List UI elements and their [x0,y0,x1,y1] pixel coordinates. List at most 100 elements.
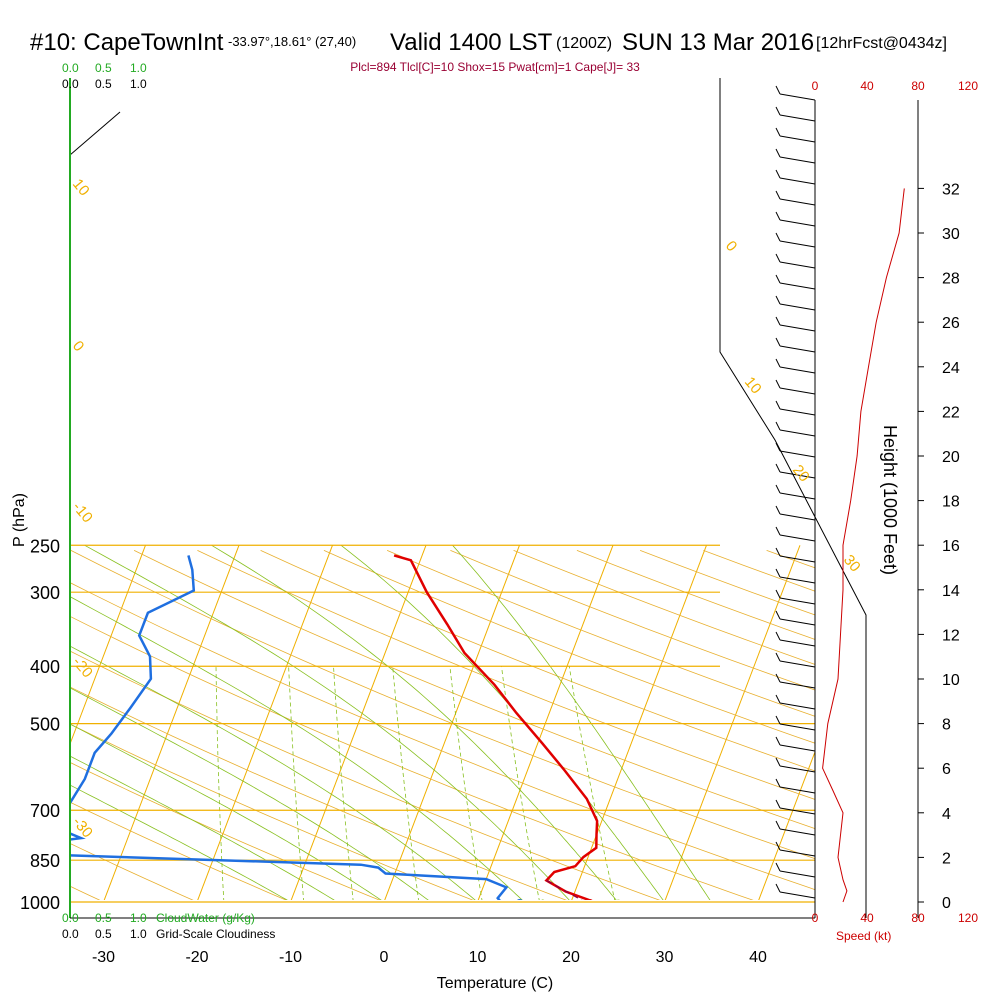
wind-barb [779,366,816,374]
y-axis-label: P (hPa) [11,493,28,547]
dry-adiabat [70,582,815,891]
dry-adiabat [70,761,381,900]
isotherm-line [70,545,146,746]
wind-barb-flag [775,778,781,788]
boundary-line [70,111,121,156]
wind-barb-flag [775,211,781,221]
speed-tick: 120 [958,79,978,93]
mixing-ratio-label: 8 [475,903,492,917]
cloudwater-tick: 0.0 [62,61,79,75]
pressure-tick: 700 [30,801,60,821]
cloudwater-label: CloudWater (g/Kg) [156,911,255,925]
height-tick: 26 [942,315,960,332]
wind-barb [779,555,816,563]
wind-barb [779,513,816,521]
wind-barb-flag [775,799,781,809]
cloudiness-tick: 0.5 [95,927,112,941]
wind-barb [779,156,816,164]
isotherm-label: 10 [69,176,93,200]
x-tick: 40 [749,949,767,966]
pressure-tick-labels: 250 300 400 500 700 850 1000 [20,536,60,913]
wind-barb [779,261,816,269]
wind-barb [779,639,816,647]
x-tick: 20 [562,949,580,966]
cloudwater-tick: 1.0 [130,911,147,925]
moist-adiabat [70,723,382,900]
wind-barb-flag [775,127,781,137]
mixing-ratio-label: 5 [412,903,429,917]
wind-barb [779,471,816,479]
wind-barb [779,282,816,290]
height-tick: 20 [942,449,960,466]
sounding-profiles [70,111,599,900]
moist-adiabat [452,545,711,900]
wind-barbs [775,85,816,899]
dry-adiabat [197,550,815,800]
wind-barb [779,177,816,185]
stats-line: Plcl=894 Tlcl[C]=10 Shox=15 Pwat[cm]=1 C… [350,60,640,74]
wind-barb-flag [775,106,781,116]
mixing-ratio-label: 20 [608,896,628,916]
wind-barb [779,828,816,836]
pressure-tick: 250 [30,536,60,556]
wind-barb-flag [775,253,781,263]
moist-adiabat [70,784,288,900]
mixing-ratio-label: 12 [532,896,552,916]
trop-outline [719,78,867,918]
wind-barb-flag [775,589,781,599]
wind-barb-flag [775,547,781,557]
pressure-tick: 500 [30,715,60,735]
wind-barb [779,723,816,731]
dry-adiabat [450,550,815,691]
wind-barb [779,807,816,815]
isotherm-line [571,545,707,900]
height-tick: 24 [942,360,960,377]
forecast-label: [12hrFcst@0434z] [816,35,947,52]
wind-barb [779,681,816,689]
dry-adiabat [323,550,815,744]
height-tick: 32 [942,181,960,198]
wind-barb-flag [775,526,781,536]
isotherm-line [477,545,614,900]
x-tick: 30 [656,949,674,966]
speed-tick: 40 [860,79,874,93]
wind-speed-panel: 0 40 80 120 0 40 80 120 Speed (kt) [775,79,978,943]
mixing-ratio-label: 2 [297,903,314,917]
isotherm-line [290,545,427,900]
dry-adiabat [386,550,815,717]
wind-barb-flag [775,820,781,830]
x-tick: 0 [380,949,389,966]
dry-adiabat [70,801,287,900]
wind-barb [779,891,816,899]
wind-barb-flag [775,337,781,347]
valid-time: Valid 1400 LST [390,29,553,56]
wind-barb [779,93,816,101]
isotherm-line [664,545,801,900]
wind-barb [779,870,816,878]
wind-barb-flag [775,757,781,767]
moist-adiabat [70,687,429,900]
height-tick: 6 [942,761,951,778]
speed-label: Speed (kt) [836,929,891,943]
wind-barb [779,660,816,668]
wind-barb [779,702,816,710]
moist-adiabat [84,544,570,900]
dry-adiabat [513,550,815,665]
mixing-ratio-line [215,666,225,900]
wind-barb [779,303,816,311]
dewpoint-profile [70,555,509,900]
height-tick: 18 [942,494,960,511]
wind-barb [779,597,816,605]
tropopause-outline [719,78,867,918]
station-coords: -33.97°,18.61° (27,40) [228,34,356,49]
height-axis-label: Height (1000 Feet) [880,425,900,575]
mixing-ratio-line [449,666,483,900]
temperature-profile [393,554,599,900]
wind-barb-flag [775,484,781,494]
x-tick: 10 [469,949,487,966]
height-tick: 0 [942,895,951,912]
isotherm-label: 0 [69,338,87,355]
dry-adiabat [830,550,1000,914]
wind-barb-flag [775,295,781,305]
height-tick: 16 [942,538,960,555]
